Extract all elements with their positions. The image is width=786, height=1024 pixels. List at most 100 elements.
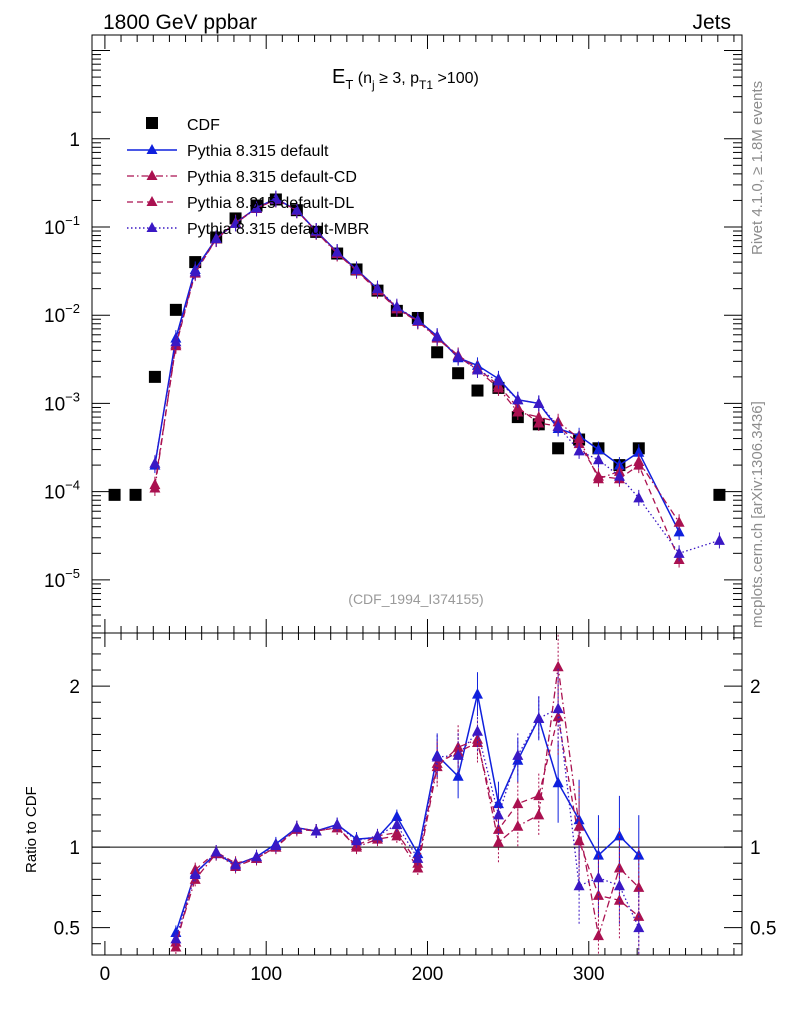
ratio-point <box>633 910 645 921</box>
ratio-x-tick-label: 200 <box>412 964 444 985</box>
ratio-point <box>391 810 403 822</box>
main-axis-ticks <box>92 35 742 633</box>
legend-label-default-mbr: Pythia 8.315 default-MBR <box>187 221 369 238</box>
ratio-point <box>331 818 343 830</box>
main-mc-point <box>592 443 604 455</box>
ratio-point <box>552 702 564 714</box>
ratio-axis-ticks <box>92 633 742 955</box>
ratio-point <box>492 808 504 820</box>
ratio-point <box>592 929 604 941</box>
ratio-point <box>412 852 424 863</box>
main-mc-point <box>210 232 222 244</box>
main-y-tick-label: 10−1 <box>44 213 80 239</box>
ratio-point <box>633 881 645 892</box>
ratio-point <box>291 821 303 833</box>
main-mc-point <box>533 417 545 428</box>
ratio-x-tick-label: 100 <box>250 964 282 985</box>
main-mc-point <box>673 516 685 527</box>
ratio-point <box>592 871 604 883</box>
main-mc-point <box>251 202 263 213</box>
legend-marker-default-dl <box>146 196 158 206</box>
ratio-x-tick-label: 300 <box>573 964 605 985</box>
main-mc-point <box>371 282 383 294</box>
ratio-y-tick-label-left: 2 <box>69 677 80 698</box>
cdf-data-point <box>129 488 142 501</box>
main-axis-tick-labels: 1 10−1 10−2 10−3 10−4 10−5 <box>44 130 80 592</box>
rivet-version-label: Rivet 4.1.0, ≥ 1.8M events <box>749 81 766 255</box>
main-series-line-4 <box>154 198 720 555</box>
ratio-series-line-0 <box>175 694 640 933</box>
cdf-data-point <box>148 370 161 383</box>
legend-marker-default-mbr <box>146 222 158 232</box>
ratio-point <box>613 879 625 891</box>
ratio-point <box>492 836 504 847</box>
header-left: 1800 GeV ppbar <box>103 11 257 34</box>
header-right: Jets <box>692 11 731 34</box>
ratio-point <box>633 849 645 860</box>
legend-label-cdf: CDF <box>187 117 220 134</box>
ratio-point <box>552 776 564 788</box>
ratio-point <box>573 834 585 846</box>
main-mc-point <box>170 335 182 347</box>
ratio-point <box>189 868 201 879</box>
main-mc-point <box>331 246 343 257</box>
ratio-point <box>391 818 403 830</box>
main-mc-point <box>573 444 585 456</box>
main-mc-point <box>452 350 464 362</box>
ratio-y-tick-label-right: 2 <box>750 677 761 698</box>
ratio-point <box>492 823 504 834</box>
cdf-data-point <box>169 303 182 316</box>
cdf-data-point <box>108 488 121 501</box>
ratio-point <box>471 725 483 736</box>
main-mc-point <box>230 217 242 228</box>
main-y-tick-label: 10−5 <box>44 566 80 592</box>
ratio-y-tick-label-right: 1 <box>750 838 761 859</box>
ratio-point <box>170 940 182 952</box>
ratio-axis-tick-labels: 0.5 0.5 1 1 2 2 0 100 200 300 <box>54 677 777 985</box>
ratio-y-tick-label-right: 0.5 <box>750 919 776 940</box>
main-y-tick-label: 1 <box>69 130 80 151</box>
main-mc-point <box>592 453 604 465</box>
ratio-point <box>512 797 524 809</box>
legend-marker-default-cd <box>146 170 158 180</box>
ratio-point <box>512 749 524 760</box>
ratio-point <box>431 757 443 768</box>
main-mc-point <box>270 193 282 204</box>
main-mc-point <box>633 446 645 457</box>
main-series-line-2 <box>154 198 680 523</box>
ratio-y-tick-label-left: 0.5 <box>54 919 80 940</box>
cdf-data-point <box>431 346 444 359</box>
main-mc-point <box>633 459 645 470</box>
main-mc-point <box>552 420 564 431</box>
ratio-point <box>371 829 383 841</box>
ratio-point <box>431 750 443 762</box>
ratio-y-tick-label-left: 1 <box>69 838 80 859</box>
main-y-tick-label: 10−3 <box>44 389 80 415</box>
main-mc-point <box>512 393 524 405</box>
ratio-x-tick-label: 0 <box>100 964 111 985</box>
main-mc-point <box>713 534 725 545</box>
main-mc-point <box>391 300 403 312</box>
main-plot-series <box>108 190 726 568</box>
chart-title: ET (nj ≥ 3, pT1 >100) <box>332 66 479 92</box>
ratio-point <box>210 845 222 857</box>
legend-marker-cdf <box>146 117 158 129</box>
ratio-point <box>573 879 585 891</box>
main-mc-point <box>291 203 303 215</box>
legend: CDF Pythia 8.315 default Pythia 8.315 de… <box>127 117 369 238</box>
main-mc-point <box>673 525 685 537</box>
main-mc-point <box>149 478 161 490</box>
ratio-series-line-3 <box>175 707 640 940</box>
cdf-data-point <box>471 384 484 397</box>
cdf-data-point <box>713 488 726 501</box>
legend-marker-default <box>146 144 158 154</box>
ratio-point <box>633 921 645 933</box>
main-mc-point <box>412 314 424 326</box>
legend-label-default-dl: Pythia 8.315 default-DL <box>187 195 354 212</box>
ratio-point <box>552 710 564 722</box>
ratio-point <box>310 825 322 836</box>
main-y-tick-label: 10−4 <box>44 478 80 504</box>
ratio-panel-frame <box>91 632 743 956</box>
ratio-point <box>613 829 625 841</box>
main-y-tick-label: 10−2 <box>44 301 80 327</box>
